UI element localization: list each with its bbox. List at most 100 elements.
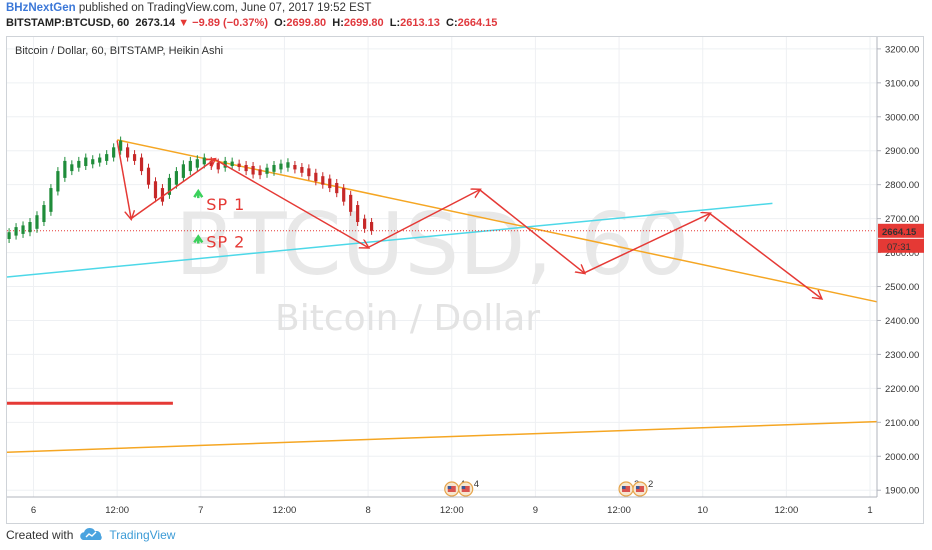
series-title: Bitcoin / Dollar, 60, BITSTAMP, Heikin A… (15, 45, 223, 57)
candle (181, 164, 185, 178)
candle (98, 157, 102, 163)
x-tick-label: 10 (697, 505, 708, 516)
candle (258, 169, 262, 176)
annotation-label[interactable]: SP 2 (206, 232, 245, 251)
close-value: 2664.15 (457, 17, 498, 29)
candle (49, 188, 53, 212)
x-tick-label: 1 (867, 505, 872, 516)
x-tick-label: 12:00 (105, 505, 129, 516)
candle (153, 181, 158, 199)
projection-arrow[interactable] (367, 190, 480, 249)
flag-canton (447, 486, 452, 489)
price-chart[interactable]: BTCUSD, 60 Bitcoin / Dollar Bitcoin / Do… (7, 37, 925, 525)
y-tick-label: 2800.00 (885, 180, 919, 191)
event-count: 2 (648, 479, 653, 490)
y-tick-label: 2100.00 (885, 418, 919, 429)
candle (300, 167, 304, 173)
candle (77, 160, 81, 168)
trendline-lower-channel[interactable] (7, 420, 878, 453)
candle (272, 164, 276, 172)
flag-canton (635, 486, 640, 489)
candle (195, 159, 199, 168)
price-change: −9.89 (−0.37%) (192, 17, 268, 29)
last-price-badge (878, 223, 924, 238)
y-tick-label: 2200.00 (885, 384, 919, 395)
candle (251, 166, 255, 175)
projection-arrow[interactable] (583, 214, 709, 274)
y-tick-label: 2600.00 (885, 248, 919, 259)
x-tick-label: 12:00 (440, 505, 464, 516)
candle (139, 157, 144, 172)
candle (21, 225, 25, 234)
candle (363, 218, 367, 229)
published-text: published on TradingView.com, June 07, 2… (78, 2, 372, 14)
countdown-label: 07:31 (887, 242, 911, 253)
candle (230, 161, 234, 167)
candle (314, 172, 318, 182)
annotation-label[interactable]: SP 1 (206, 195, 245, 214)
y-tick-label: 3200.00 (885, 44, 919, 55)
candle (42, 205, 46, 223)
tradingview-brand-text: TradingView (109, 528, 176, 542)
x-tick-label: 12:00 (273, 505, 297, 516)
candle (160, 188, 165, 202)
projection-arrow[interactable] (214, 158, 368, 247)
y-tick-label: 2700.00 (885, 214, 919, 225)
candle (56, 171, 60, 192)
x-tick-label: 8 (365, 505, 370, 516)
x-tick-label: 12:00 (607, 505, 631, 516)
candle (237, 163, 241, 168)
y-tick-label: 3000.00 (885, 112, 919, 123)
candle (91, 159, 95, 165)
watermark: BTCUSD, 60 Bitcoin / Dollar (175, 195, 689, 339)
down-arrow-icon: ▼ (178, 17, 190, 29)
candle (202, 157, 206, 165)
flag-icon (447, 486, 456, 492)
candle (244, 164, 248, 172)
projection-arrow[interactable] (709, 212, 822, 299)
candle (356, 205, 360, 223)
created-with-label: Created with (6, 528, 74, 542)
open-label: O: (274, 17, 287, 29)
candle (28, 222, 32, 233)
y-tick-label: 2500.00 (885, 282, 919, 293)
candle (279, 163, 283, 170)
candle (216, 162, 220, 170)
candle (70, 164, 74, 172)
flag-canton (622, 486, 626, 489)
x-tick-label: 9 (533, 505, 538, 516)
candle (265, 167, 269, 174)
tradingview-cloud-icon (80, 528, 103, 540)
candle (35, 215, 39, 229)
y-tick-label: 3100.00 (885, 78, 919, 89)
chart-frame[interactable]: BTCUSD, 60 Bitcoin / Dollar Bitcoin / Do… (6, 36, 924, 524)
flag-icon (461, 486, 470, 492)
flag-icon (622, 486, 631, 492)
last-price: 2673.14 (135, 17, 176, 29)
projection-arrow[interactable] (479, 189, 585, 273)
y-tick-label: 2300.00 (885, 350, 919, 361)
watermark-name: Bitcoin / Dollar (275, 298, 540, 339)
symbol-ohlc-bar: BITSTAMP:BTCUSD, 60 2673.14 ▼ −9.89 (−0.… (6, 17, 497, 29)
projection-arrow[interactable] (130, 159, 215, 220)
trendline-support[interactable] (7, 202, 773, 278)
candle (328, 178, 332, 189)
countdown-badge (878, 238, 924, 253)
flag-icon (635, 486, 644, 492)
candle (146, 167, 151, 185)
candle (293, 164, 297, 170)
close-label: C: (446, 17, 458, 29)
author-name[interactable]: BHzNextGen (6, 2, 76, 14)
projection-arrow[interactable] (116, 140, 131, 219)
candle (188, 160, 192, 172)
green-arrow-icon (193, 188, 204, 199)
high-value: 2699.80 (343, 17, 384, 29)
tradingview-brand-link[interactable]: TradingView (79, 528, 175, 542)
candle (14, 227, 18, 236)
y-tick-label: 2400.00 (885, 316, 919, 327)
trendline-resistance[interactable] (116, 139, 878, 303)
candle (174, 171, 178, 185)
candle (321, 176, 325, 185)
candle (286, 162, 290, 168)
candle (63, 160, 67, 178)
